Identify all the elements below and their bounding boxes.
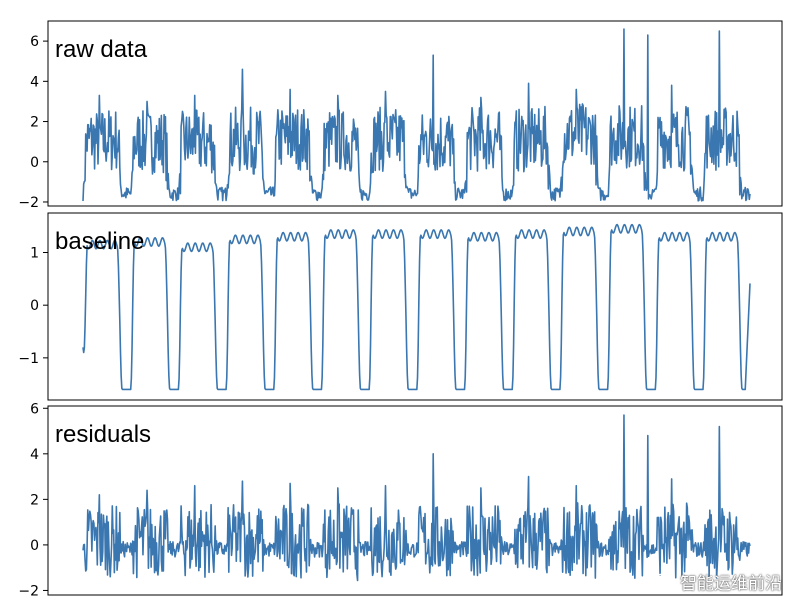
series-line	[82, 28, 751, 202]
panel-title: raw data	[55, 36, 148, 63]
watermark: 智能运维前沿	[653, 569, 782, 594]
y-tick-label: −2	[18, 583, 39, 599]
y-tick-label: 4	[30, 447, 39, 463]
y-tick-label: 4	[30, 74, 39, 90]
y-tick-label: 2	[30, 492, 39, 508]
panel-0: −2 0 2 4 6 raw data	[18, 20, 783, 211]
y-tick-label: 0	[30, 298, 39, 314]
wechat-icon	[653, 573, 674, 589]
y-tick-label: −2	[18, 195, 39, 211]
y-tick-label: 1	[30, 246, 39, 262]
axes-frame	[47, 405, 783, 596]
y-tick-label: 6	[30, 401, 39, 417]
series-line	[82, 223, 751, 391]
panel-2: −2 0 2 4 6 residuals	[18, 401, 783, 599]
y-tick-label: −1	[18, 351, 39, 367]
y-tick-label: 0	[30, 155, 39, 171]
y-tick-label: 2	[30, 115, 39, 131]
axes-frame	[47, 212, 783, 401]
panel-title: residuals	[55, 421, 151, 448]
panel-title: baseline	[55, 228, 144, 255]
y-tick-label: 6	[30, 34, 39, 50]
series-line	[82, 414, 751, 582]
panel-1: −1 0 1 baseline	[18, 212, 783, 401]
y-tick-label: 0	[30, 538, 39, 554]
watermark-text: 智能运维前沿	[680, 574, 782, 594]
axes-frame	[47, 20, 783, 207]
